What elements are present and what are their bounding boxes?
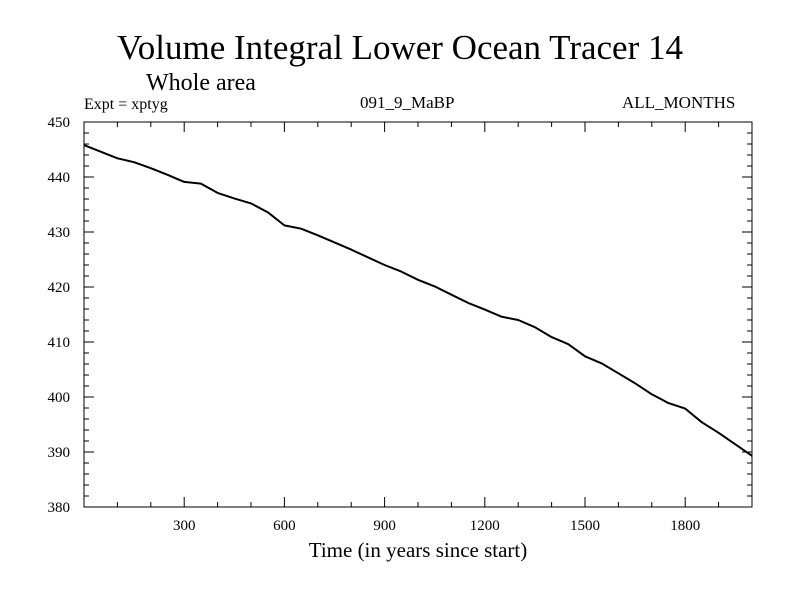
y-tick-label: 390 <box>48 445 71 461</box>
y-tick-label: 440 <box>48 170 71 186</box>
y-tick-label: 420 <box>48 280 71 296</box>
y-tick-label: 400 <box>48 390 71 406</box>
x-tick-label: 1800 <box>670 518 700 534</box>
chart-title: Volume Integral Lower Ocean Tracer 14 <box>117 28 683 67</box>
months-label: ALL_MONTHS <box>622 93 736 112</box>
x-tick-label: 1200 <box>470 518 500 534</box>
plot-frame <box>83 121 753 508</box>
y-tick-label: 430 <box>48 225 71 241</box>
x-tick-label: 900 <box>373 518 396 534</box>
y-tick-label: 380 <box>48 500 71 516</box>
run-id-label: 091_9_MaBP <box>360 93 455 112</box>
x-axis-label: Time (in years since start) <box>308 538 528 562</box>
x-tick-label: 1500 <box>570 518 600 534</box>
x-tick-label: 600 <box>273 518 296 534</box>
y-tick-label: 450 <box>48 115 71 131</box>
x-tick-label: 300 <box>173 518 196 534</box>
chart-subtitle: Whole area <box>146 70 256 96</box>
y-tick-label: 410 <box>48 335 71 351</box>
series-line <box>83 144 753 457</box>
experiment-label: Expt = xptyg <box>84 96 168 113</box>
